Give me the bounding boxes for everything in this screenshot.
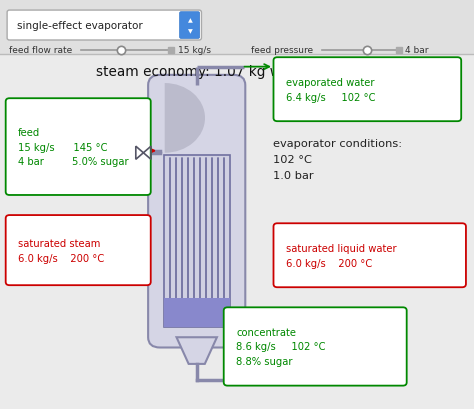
FancyBboxPatch shape (148, 76, 246, 348)
Text: evaporator conditions:
102 °C
1.0 bar: evaporator conditions: 102 °C 1.0 bar (273, 139, 401, 180)
Bar (164, 155, 229, 327)
Text: steam economy: 1.07 kg water/kg steam: steam economy: 1.07 kg water/kg steam (97, 65, 377, 79)
Text: 15 kg/s: 15 kg/s (178, 46, 211, 55)
Polygon shape (176, 337, 217, 364)
FancyBboxPatch shape (6, 99, 151, 196)
FancyBboxPatch shape (6, 216, 151, 285)
Text: feed
15 kg/s      145 °C
4 bar         5.0% sugar: feed 15 kg/s 145 °C 4 bar 5.0% sugar (18, 128, 128, 167)
Bar (164, 299, 229, 327)
Text: 4 bar: 4 bar (405, 46, 429, 55)
Text: ▼: ▼ (188, 29, 192, 34)
FancyBboxPatch shape (273, 224, 466, 288)
FancyBboxPatch shape (180, 13, 200, 39)
FancyBboxPatch shape (224, 308, 407, 386)
Bar (0, 0, 474, 55)
Text: feed flow rate: feed flow rate (9, 46, 73, 55)
FancyBboxPatch shape (7, 11, 201, 41)
Text: feed pressure: feed pressure (251, 46, 313, 55)
Text: saturated liquid water
6.0 kg/s    200 °C: saturated liquid water 6.0 kg/s 200 °C (286, 243, 396, 268)
Text: ▲: ▲ (188, 18, 192, 23)
Text: concentrate
8.6 kg/s     102 °C
8.8% sugar: concentrate 8.6 kg/s 102 °C 8.8% sugar (236, 327, 326, 366)
FancyBboxPatch shape (273, 58, 461, 122)
Text: saturated steam
6.0 kg/s    200 °C: saturated steam 6.0 kg/s 200 °C (18, 238, 104, 263)
Wedge shape (164, 84, 205, 153)
Text: single-effect evaporator: single-effect evaporator (17, 21, 142, 31)
Text: evaporated water
6.4 kg/s     102 °C: evaporated water 6.4 kg/s 102 °C (286, 78, 375, 102)
